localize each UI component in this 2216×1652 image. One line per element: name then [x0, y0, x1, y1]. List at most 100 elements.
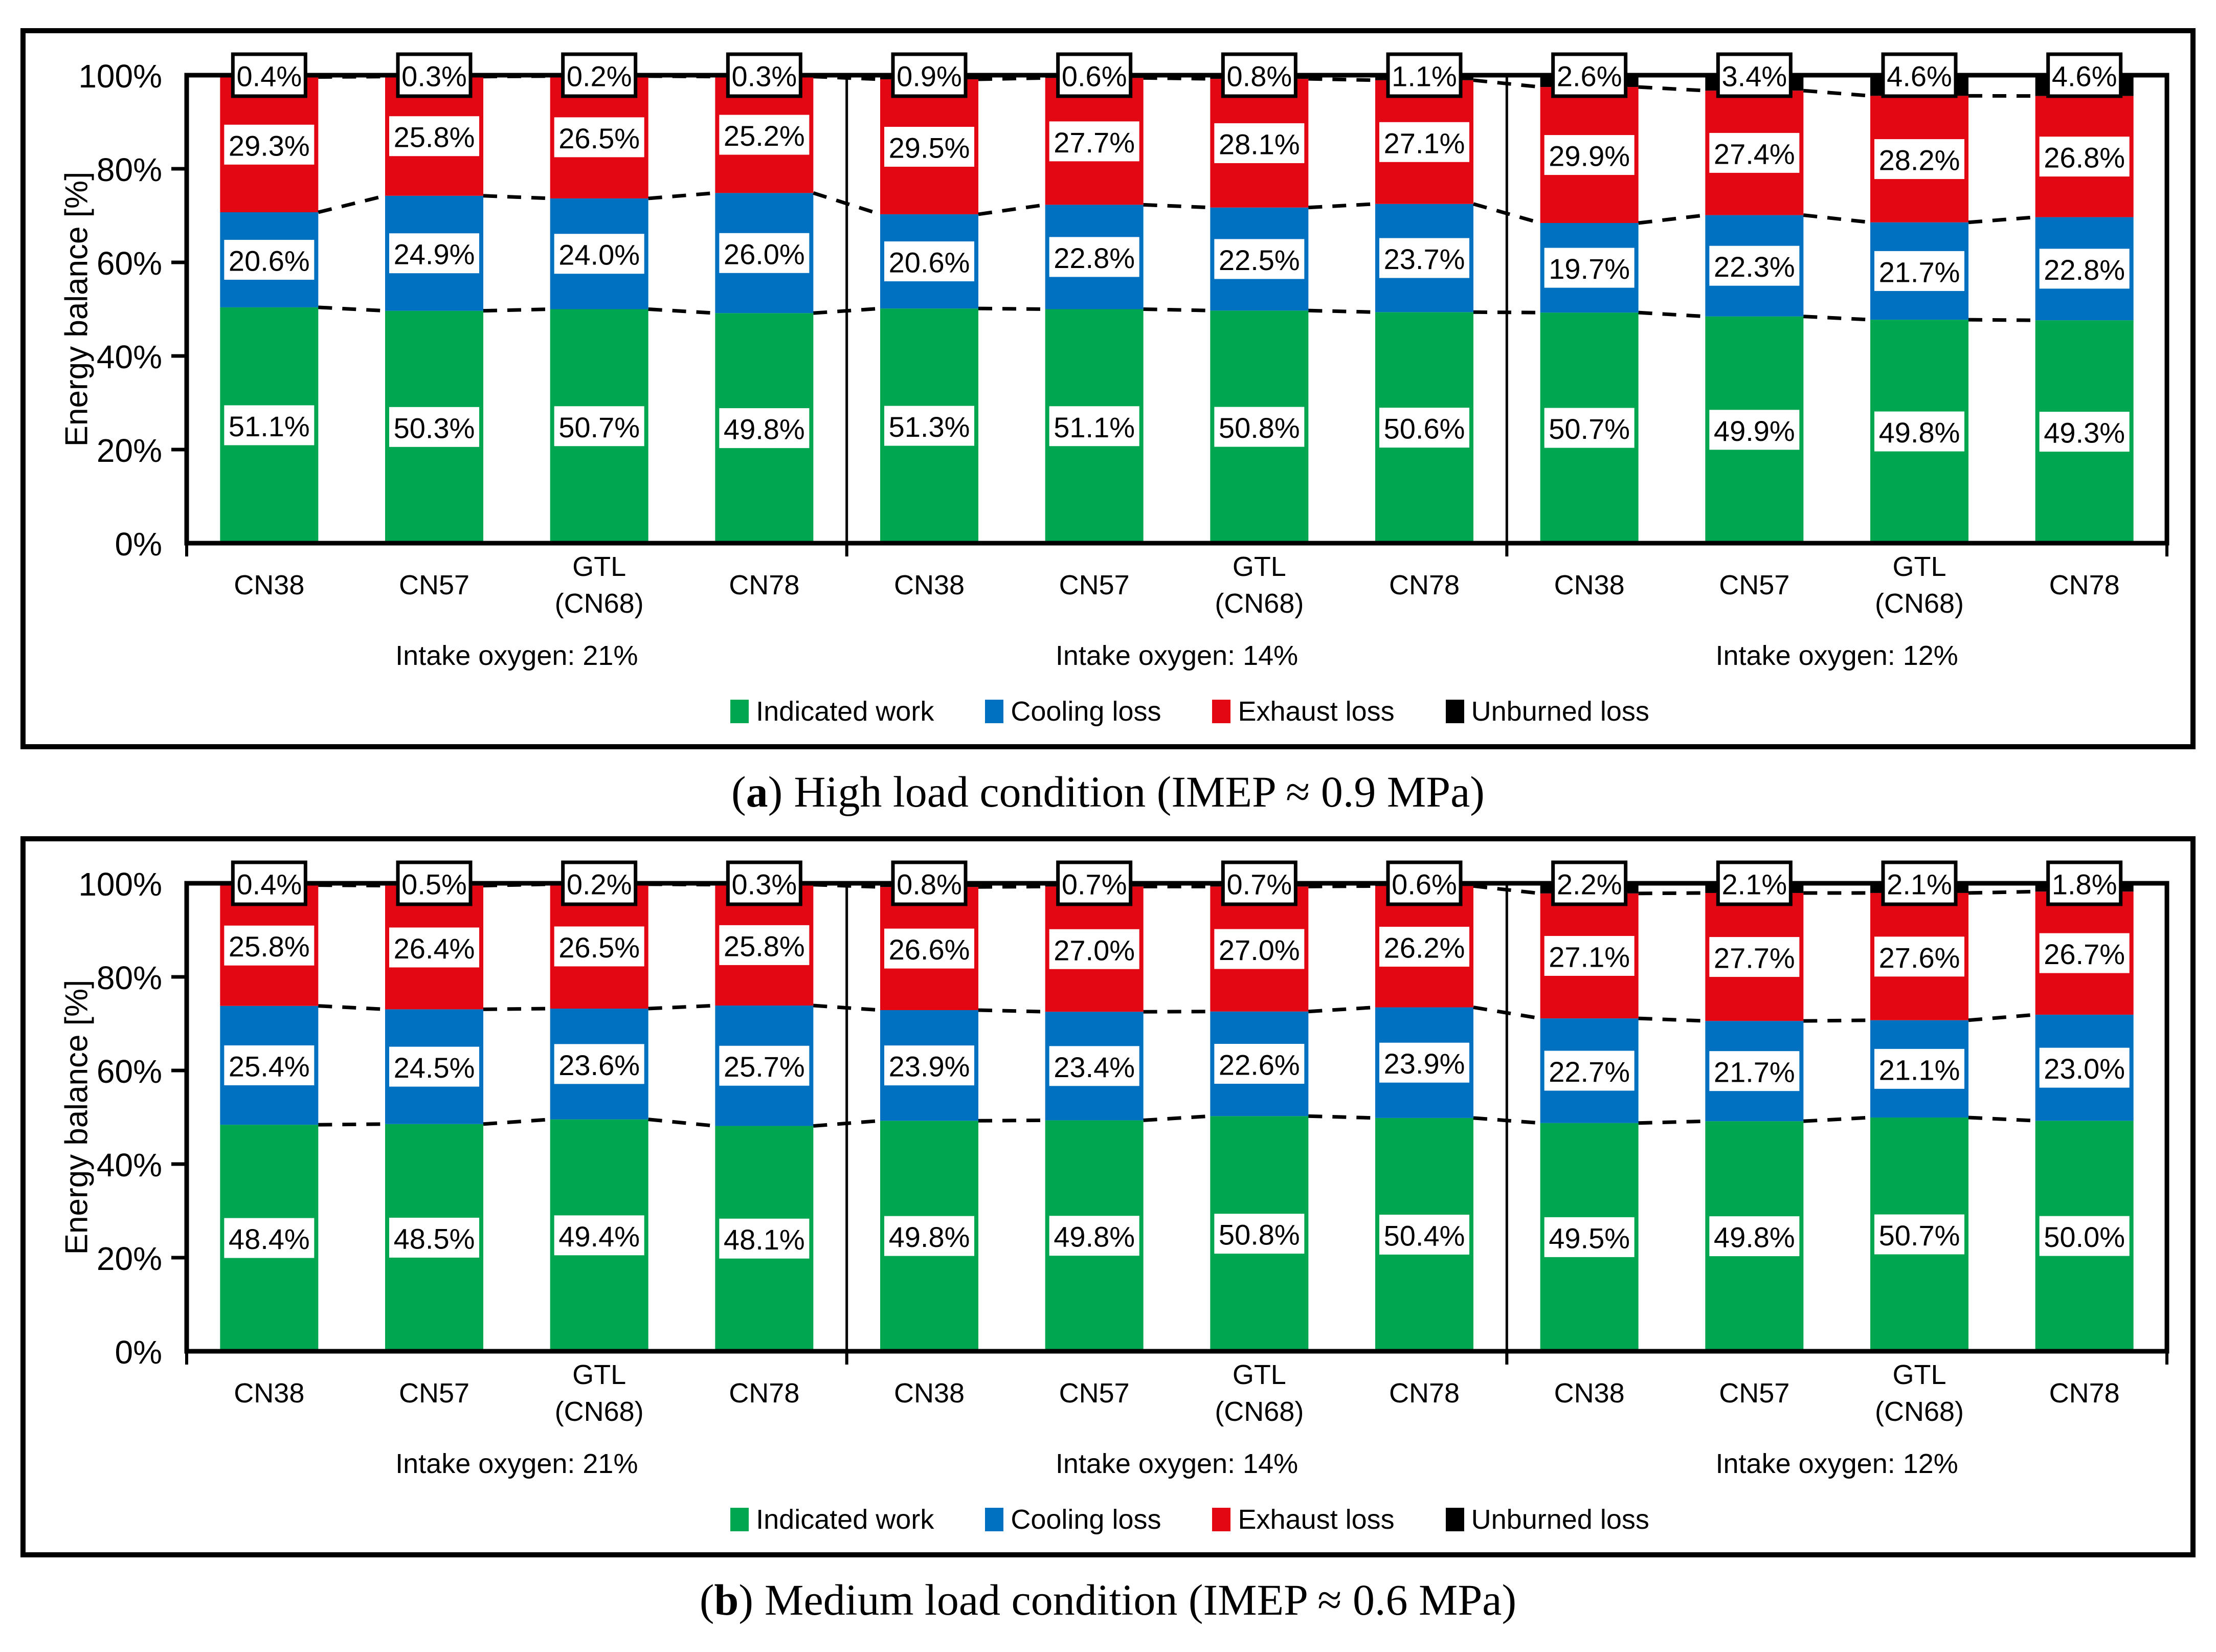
- value-label-indicated-work: 51.3%: [889, 411, 970, 443]
- legend-label: Cooling loss: [1011, 696, 1161, 727]
- value-label-bg: [224, 1218, 315, 1258]
- legend-item-unburned-loss: Unburned loss: [1445, 696, 1649, 727]
- x-category-label: CN57: [1059, 1378, 1130, 1409]
- value-label-bg: [389, 233, 479, 274]
- unburned-label-box: [1881, 860, 1958, 906]
- value-label-bg: [554, 926, 644, 967]
- segment-connector-line: [1638, 1016, 1706, 1023]
- value-label-indicated-work: 50.8%: [1219, 412, 1300, 444]
- value-label-bg: [1049, 237, 1139, 277]
- value-label-unburned-loss: 0.3%: [732, 868, 797, 901]
- x-category-label: (CN68): [1215, 588, 1304, 619]
- unburned-label-box: [2046, 860, 2123, 906]
- value-label-cooling-loss: 23.0%: [2044, 1053, 2125, 1085]
- unburned-label-box: [891, 52, 968, 98]
- value-label-indicated-work: 48.4%: [229, 1223, 310, 1255]
- value-label-cooling-loss: 23.9%: [1384, 1047, 1465, 1080]
- segment-connector-line: [978, 306, 1045, 311]
- segment-connector-line: [483, 1118, 550, 1126]
- value-label-bg: [389, 116, 479, 157]
- legend-item-cooling-loss: Cooling loss: [985, 1504, 1161, 1535]
- segment-connector-line: [1143, 307, 1211, 312]
- segment-connector-line: [1968, 889, 2035, 895]
- value-label-cooling-loss: 23.4%: [1054, 1051, 1135, 1083]
- value-label-bg: [719, 1218, 810, 1259]
- value-label-exhaust-loss: 29.3%: [229, 129, 310, 162]
- value-label-bg: [1874, 1214, 1964, 1255]
- segment-connector-line: [1308, 308, 1376, 314]
- group-label: Intake oxygen: 14%: [1056, 640, 1298, 671]
- segment-connector-line: [1803, 1018, 1871, 1023]
- x-category-label: GTL: [1233, 1359, 1286, 1390]
- value-label-unburned-loss: 1.8%: [2052, 868, 2117, 901]
- exhaust-loss-swatch-icon: [1212, 700, 1231, 723]
- caption-a: (a) High load condition (IMEP ≈ 0.9 MPa): [0, 766, 2216, 817]
- x-category-label: GTL: [572, 1359, 626, 1390]
- segment-connector-line: [483, 307, 550, 313]
- value-label-bg: [884, 928, 974, 969]
- value-label-bg: [1214, 929, 1305, 969]
- value-label-bg: [1214, 1214, 1305, 1254]
- unburned-label-box: [1386, 860, 1463, 906]
- value-label-exhaust-loss: 27.6%: [1879, 942, 1960, 974]
- legend-item-indicated-work: Indicated work: [730, 1504, 934, 1535]
- value-label-bg: [554, 117, 644, 158]
- value-label-cooling-loss: 20.6%: [229, 244, 310, 277]
- indicated-work-swatch-icon: [730, 1508, 749, 1531]
- segment-connector-line: [1473, 1116, 1540, 1125]
- x-category-label: (CN68): [555, 588, 644, 619]
- segment-connector-line: [483, 882, 550, 888]
- value-label-cooling-loss: 22.6%: [1219, 1048, 1300, 1081]
- value-label-unburned-loss: 4.6%: [2052, 60, 2117, 93]
- value-label-bg: [224, 124, 315, 165]
- value-label-cooling-loss: 21.1%: [1879, 1054, 1960, 1086]
- segment-connector-line: [1803, 1115, 1871, 1123]
- value-label-indicated-work: 50.7%: [1549, 413, 1630, 445]
- segment-connector-line: [648, 882, 715, 887]
- segment-connector-line: [1638, 213, 1706, 225]
- caption-letter: a: [746, 767, 768, 816]
- segment-connector-line: [1473, 1006, 1541, 1020]
- unburned-label-box: [2046, 52, 2123, 98]
- value-label-cooling-loss: 26.0%: [724, 238, 805, 270]
- y-tick-label: 60%: [97, 1053, 162, 1090]
- legend-item-indicated-work: Indicated work: [730, 696, 934, 727]
- x-category-label: CN57: [1719, 1378, 1789, 1409]
- value-label-unburned-loss: 0.8%: [897, 868, 962, 901]
- segment-connector-line: [1308, 1006, 1376, 1014]
- cooling-loss-swatch-icon: [985, 700, 1004, 723]
- caption-b: (b) Medium load condition (IMEP ≈ 0.6 MPa…: [0, 1574, 2216, 1625]
- caption-open-paren: (: [699, 1575, 714, 1624]
- value-label-unburned-loss: 0.7%: [1227, 868, 1292, 901]
- value-label-indicated-work: 49.3%: [2044, 417, 2125, 449]
- value-label-exhaust-loss: 28.1%: [1219, 128, 1300, 160]
- x-category-label: CN57: [1719, 570, 1789, 600]
- value-label-indicated-work: 48.5%: [394, 1222, 475, 1255]
- x-category-label: GTL: [572, 551, 626, 582]
- segment-connector-line: [1473, 884, 1541, 896]
- value-label-bg: [884, 241, 974, 282]
- y-tick-label: 80%: [97, 151, 162, 188]
- unburned-label-box: [396, 52, 473, 98]
- value-label-bg: [224, 405, 315, 445]
- x-category-label: GTL: [1233, 551, 1286, 582]
- x-category-label: CN78: [729, 1378, 799, 1409]
- value-label-unburned-loss: 0.9%: [897, 60, 962, 93]
- value-label-bg: [2039, 1047, 2130, 1088]
- caption-open-paren: (: [731, 767, 746, 816]
- value-label-cooling-loss: 22.8%: [1054, 242, 1135, 274]
- segment-connector-line: [1803, 315, 1871, 322]
- value-label-indicated-work: 50.4%: [1384, 1219, 1465, 1252]
- value-label-bg: [1214, 123, 1305, 163]
- value-label-cooling-loss: 22.7%: [1549, 1056, 1630, 1088]
- unburned-label-box: [231, 860, 307, 906]
- value-label-bg: [1049, 406, 1139, 447]
- value-label-indicated-work: 50.8%: [1219, 1219, 1300, 1251]
- value-label-unburned-loss: 2.2%: [1557, 868, 1622, 901]
- value-label-indicated-work: 50.6%: [1384, 413, 1465, 445]
- segment-connector-line: [1308, 202, 1376, 210]
- unburned-label-box: [891, 860, 968, 906]
- value-label-bg: [2039, 412, 2130, 452]
- unburned-label-box: [231, 52, 307, 98]
- segment-connector-line: [813, 1119, 881, 1128]
